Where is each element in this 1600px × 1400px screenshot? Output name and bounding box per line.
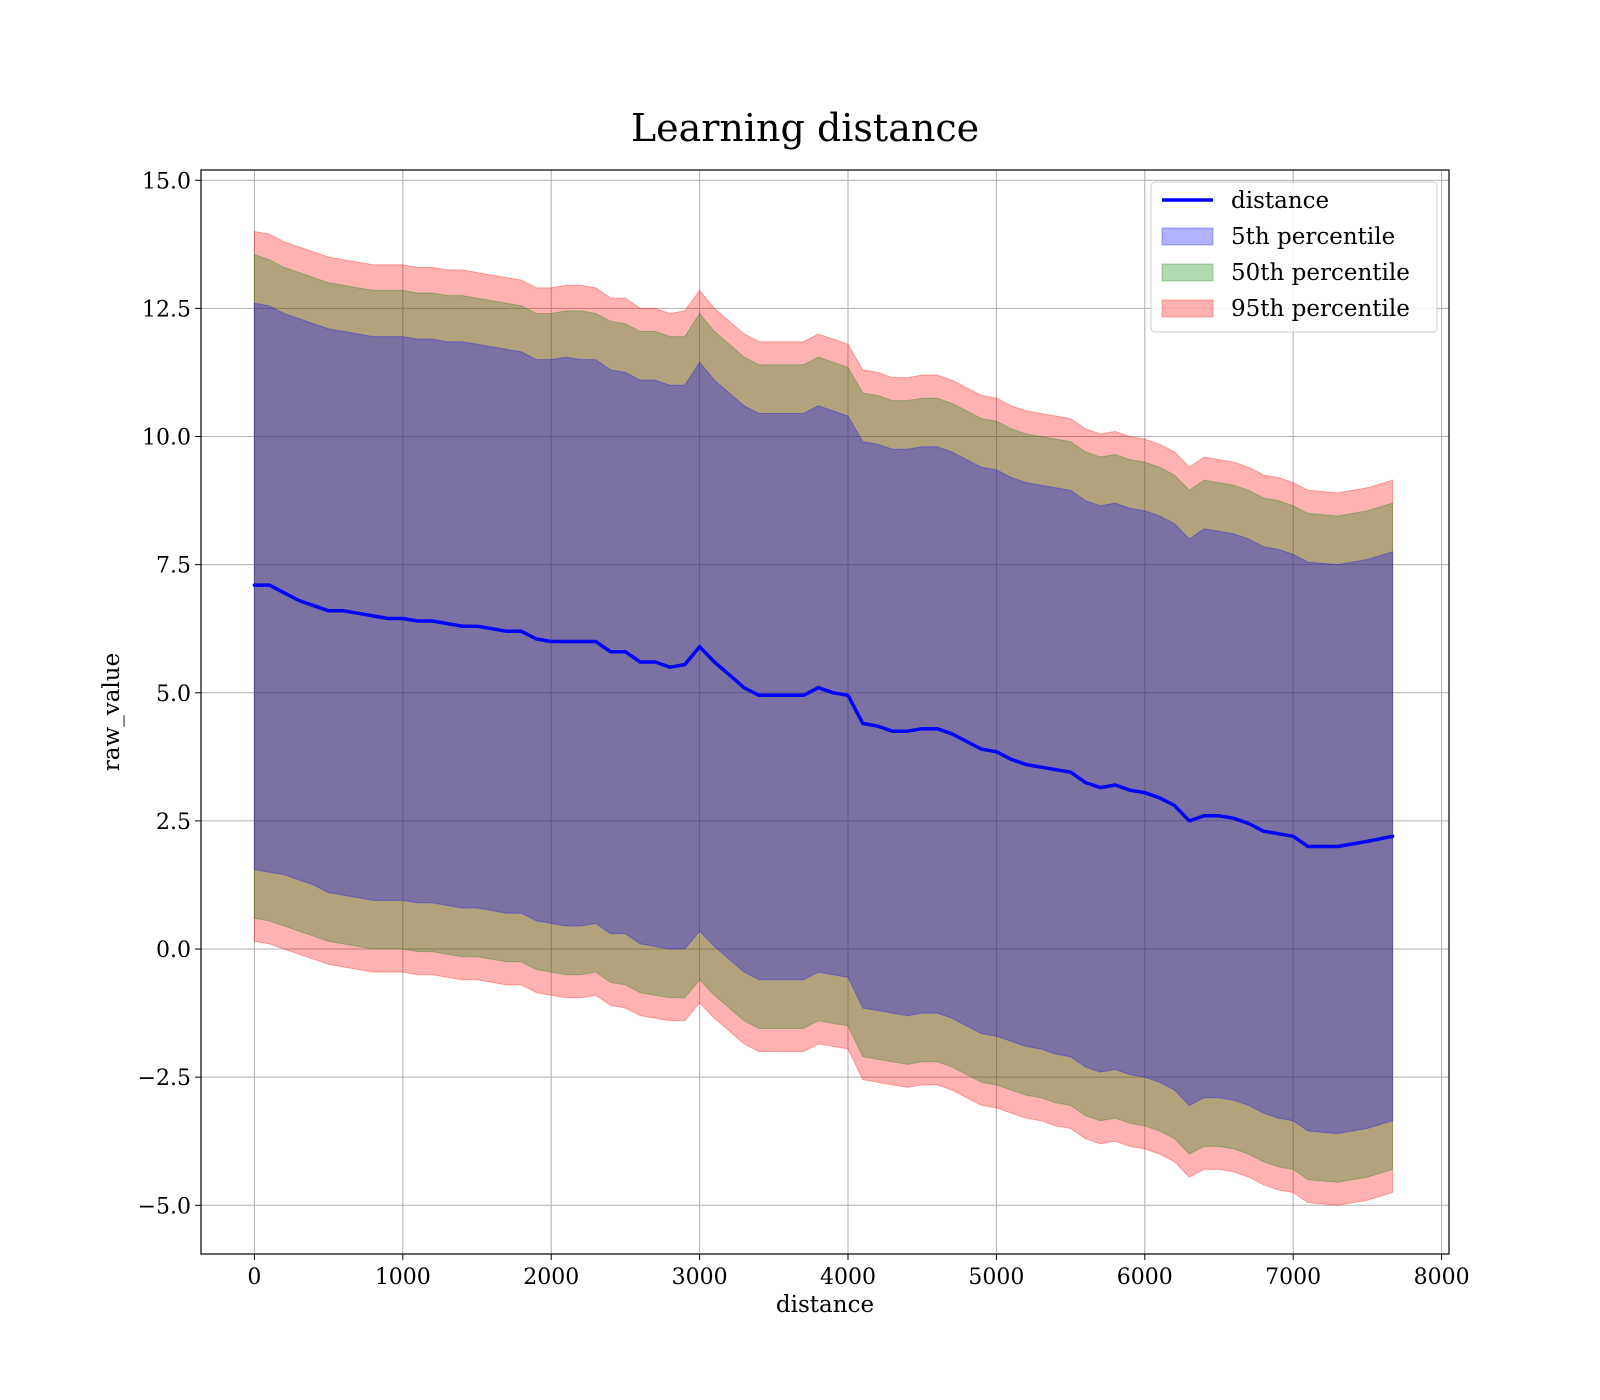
y-tick-label: 5.0 bbox=[156, 682, 191, 707]
x-tick-label: 0 bbox=[247, 1265, 261, 1290]
legend-label-5th-percentile: 5th percentile bbox=[1231, 224, 1395, 250]
legend-label-50th-percentile: 50th percentile bbox=[1231, 260, 1410, 286]
y-tick-label: 0.0 bbox=[156, 938, 191, 963]
x-tick-label: 2000 bbox=[523, 1265, 579, 1290]
y-tick-label: 2.5 bbox=[156, 810, 191, 835]
x-tick-label: 7000 bbox=[1265, 1265, 1321, 1290]
y-tick-label: 10.0 bbox=[142, 426, 191, 451]
legend-label-distance: distance bbox=[1231, 188, 1329, 214]
legend-label-95th-percentile: 95th percentile bbox=[1231, 296, 1410, 322]
plot-frame bbox=[200, 169, 1450, 1255]
y-tick-label: −2.5 bbox=[138, 1066, 191, 1091]
legend-frame bbox=[1150, 181, 1438, 333]
percentile-bands bbox=[253, 230, 1394, 1206]
x-axis-label: distance bbox=[776, 1292, 874, 1318]
x-tick-label: 1000 bbox=[375, 1265, 431, 1290]
y-axis-ticks: 15.0 12.5 10.0 7.5 5.0 2.5 0.0 −2.5 −5.0 bbox=[138, 169, 201, 1219]
distance-line bbox=[252, 583, 1395, 849]
band-50th-percentile bbox=[253, 253, 1394, 1183]
y-tick-label: 12.5 bbox=[142, 297, 191, 322]
y-tick-label: −5.0 bbox=[138, 1194, 191, 1219]
chart-title: Learning distance bbox=[631, 106, 979, 150]
y-axis-label: raw_value bbox=[99, 653, 125, 771]
x-tick-label: 6000 bbox=[1117, 1265, 1173, 1290]
legend-swatch-5th-percentile bbox=[1161, 227, 1214, 246]
x-tick-label: 3000 bbox=[672, 1265, 728, 1290]
y-tick-label: 15.0 bbox=[142, 169, 191, 194]
band-95th-percentile bbox=[253, 230, 1394, 1206]
x-axis-ticks: 0 1000 2000 3000 4000 5000 6000 7000 8000 bbox=[247, 1254, 1470, 1290]
band-5th-percentile bbox=[253, 302, 1394, 1135]
distance-line-layer bbox=[252, 583, 1395, 849]
x-tick-label: 8000 bbox=[1414, 1265, 1470, 1290]
legend-swatch-95th-percentile bbox=[1161, 299, 1214, 318]
legend: distance 5th percentile 50th percentile … bbox=[1150, 181, 1438, 333]
y-tick-label: 7.5 bbox=[156, 554, 191, 579]
legend-swatch-50th-percentile bbox=[1161, 263, 1214, 282]
x-tick-label: 4000 bbox=[820, 1265, 876, 1290]
x-tick-label: 5000 bbox=[968, 1265, 1024, 1290]
